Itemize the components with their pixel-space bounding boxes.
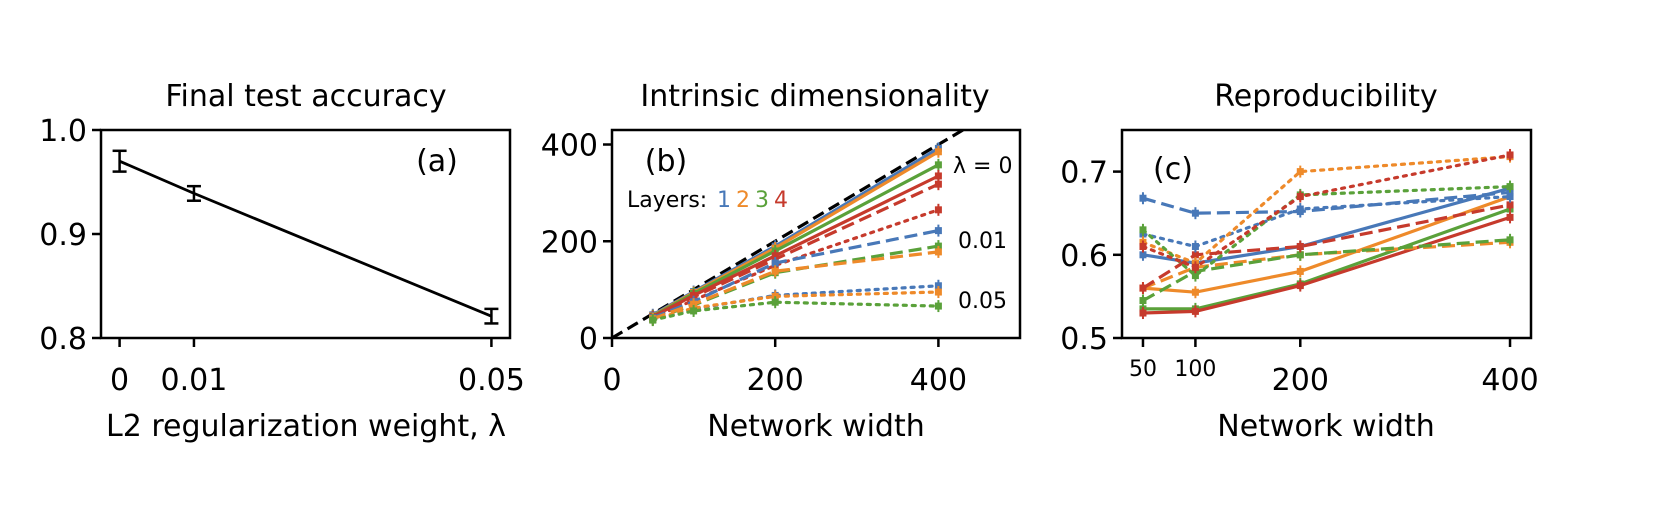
- identity-line: [612, 130, 964, 338]
- annotation-lambda-0: λ = 0: [953, 154, 1012, 179]
- x-tick-label: 400: [910, 363, 967, 398]
- x-tick-label: 200: [747, 363, 804, 398]
- x-tick-label: 0.01: [161, 363, 228, 398]
- y-tick-label: 0.6: [1060, 239, 1108, 274]
- panel-c-axes: 50 100 200 400 0.5 0.6 0.7: [1060, 156, 1538, 398]
- series-layer-2-dashed: [652, 250, 939, 321]
- legend-layer-4: 4: [774, 188, 788, 213]
- panel-c-title: Reproducibility: [1214, 79, 1437, 114]
- series-layer-2-dotted: [651, 290, 941, 322]
- x-tick-label: 100: [1174, 357, 1216, 382]
- panel-b-xlabel: Network width: [707, 409, 925, 444]
- x-tick-label: 200: [1272, 363, 1329, 398]
- panel-b: Intrinsic dimensionality (b) Layers: 1 2…: [541, 79, 1022, 444]
- series-layer-3-dashed: [1142, 238, 1511, 302]
- series-layer-4-dashed: [1142, 203, 1511, 290]
- accuracy-line: [119, 159, 492, 318]
- panel-a-plot-area: [112, 149, 499, 325]
- series-layer-1-solid: [1142, 186, 1511, 265]
- panel-b-title: Intrinsic dimensionality: [640, 79, 989, 114]
- series-layer-3-dotted: [651, 300, 941, 322]
- legend-layer-2: 2: [736, 188, 750, 213]
- y-tick-label: 1.0: [39, 114, 87, 149]
- panel-c-xlabel: Network width: [1217, 409, 1435, 444]
- layers-legend: Layers: 1 2 3 4: [627, 188, 788, 213]
- y-tick-label: 400: [541, 129, 598, 164]
- plot-series-group: [1139, 148, 1514, 320]
- series-layer-4-dotted: [1141, 153, 1512, 270]
- y-tick-label: 200: [541, 225, 598, 260]
- panel-a-title: Final test accuracy: [165, 79, 446, 114]
- y-tick-label: 0.8: [39, 322, 87, 357]
- legend-layer-1: 1: [717, 188, 731, 213]
- panel-b-axes: 0 200 400 0 200 400: [541, 129, 967, 398]
- panel-c: Reproducibility (c) 50 100 200 400 0.5 0.6 0.7…: [1060, 79, 1538, 444]
- series-layer-1-dashed: [1142, 190, 1511, 215]
- panel-a-axes: 0 0.01 0.05 0.8 0.9 1.0: [39, 114, 525, 398]
- plot-series-group: [112, 149, 499, 325]
- series-layer-4-solid: [1142, 215, 1511, 315]
- annotation-lambda-0-05: 0.05: [958, 289, 1007, 314]
- series-layer-3-dotted: [1141, 185, 1512, 278]
- plot-series-group: [612, 130, 964, 338]
- y-tick-label: 0: [579, 322, 598, 357]
- x-tick-label: 0: [602, 363, 621, 398]
- panel-c-plot-area: [1139, 148, 1514, 320]
- panel-b-frame: [610, 128, 1022, 340]
- series-layer-4-dashed: [652, 182, 940, 319]
- y-tick-label: 0.9: [39, 218, 87, 253]
- series-layer-1-dotted: [1141, 195, 1512, 249]
- panel-b-plot-area: [612, 130, 964, 338]
- annotation-lambda-0-01: 0.01: [958, 229, 1007, 254]
- panel-a-label: (a): [416, 144, 458, 179]
- panel-b-label: (b): [645, 144, 687, 179]
- x-tick-label: 0: [110, 363, 129, 398]
- panel-c-frame: [1120, 128, 1533, 340]
- y-tick-label: 0.7: [1060, 156, 1108, 191]
- panel-a: Final test accuracy (a) 0 0.01 0.05 0.8 0.9 1…: [39, 79, 525, 444]
- legend-prefix: Layers:: [627, 188, 707, 213]
- series-layer-1-dashed: [652, 229, 939, 320]
- panel-a-xlabel: L2 regularization weight, λ: [106, 409, 506, 444]
- legend-layer-3: 3: [755, 188, 769, 213]
- panel-c-label: (c): [1153, 152, 1193, 187]
- x-tick-label: 400: [1481, 363, 1538, 398]
- x-tick-label: 50: [1129, 357, 1157, 382]
- series-layer-2-solid: [1142, 195, 1511, 294]
- y-tick-label: 0.5: [1060, 322, 1108, 357]
- x-tick-label: 0.05: [458, 363, 525, 398]
